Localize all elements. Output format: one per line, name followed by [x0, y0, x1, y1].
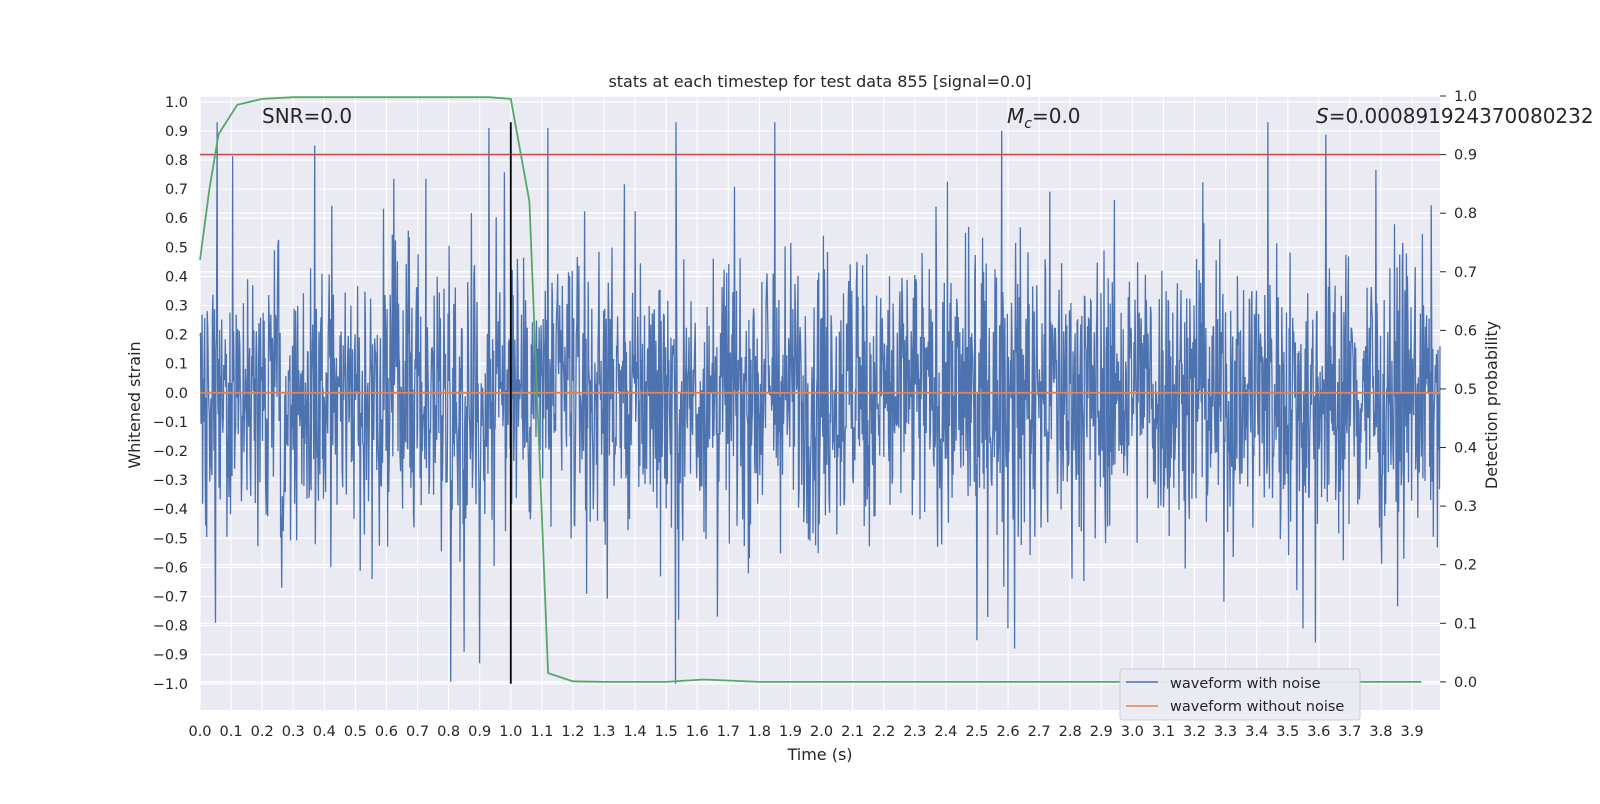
- legend: waveform with noise waveform without noi…: [1119, 668, 1361, 721]
- x-tick-label: 2.2: [872, 724, 895, 740]
- snr-annotation: SNR=0.0: [262, 104, 352, 128]
- mc-annotation: Mc=0.0: [1007, 104, 1081, 132]
- y2-tick-label: 0.5: [1454, 382, 1477, 398]
- y2-tick-label: 0.8: [1454, 206, 1477, 222]
- y2-tick-label: 0.3: [1454, 499, 1477, 515]
- x-tick-label: 1.3: [592, 724, 615, 740]
- y-axis-label: Whitened strain: [125, 341, 144, 468]
- y2-tick-label: 0.9: [1454, 148, 1477, 164]
- y-tick-label: −0.9: [153, 648, 188, 664]
- x-tick-label: 3.1: [1152, 724, 1175, 740]
- y2-axis-label: Detection probability: [1482, 321, 1501, 489]
- x-tick-label: 0.2: [251, 724, 274, 740]
- mc-value: =0.0: [1032, 104, 1081, 128]
- x-tick-label: 2.9: [1090, 724, 1113, 740]
- y-tick-label: −0.7: [153, 590, 188, 606]
- series-detection-probability: [199, 96, 1422, 683]
- y-tick-label: −0.6: [153, 560, 188, 576]
- y-tick-label: −0.2: [153, 444, 188, 460]
- y-tick-label: 0.3: [165, 299, 188, 315]
- x-tick-label: 0.5: [344, 724, 367, 740]
- legend-label-clean: waveform without noise: [1170, 699, 1344, 715]
- x-tick-label: 3.7: [1338, 724, 1361, 740]
- y2-tick-label: 0.1: [1454, 616, 1477, 632]
- legend-box: [1119, 668, 1361, 721]
- y2-tick-label: 0.7: [1454, 265, 1477, 281]
- x-tick-label: 1.0: [499, 724, 522, 740]
- s-symbol: S: [1316, 104, 1329, 128]
- x-tick-label: 0.3: [282, 724, 305, 740]
- overlay-lines: [199, 96, 1440, 684]
- chart-title: stats at each timestep for test data 855…: [608, 72, 1031, 91]
- x-tick-label: 2.1: [841, 724, 864, 740]
- y-tick-label: 0.8: [165, 153, 188, 169]
- x-tick-label: 3.6: [1307, 724, 1330, 740]
- x-tick-label: 1.8: [748, 724, 771, 740]
- x-tick-label: 2.7: [1028, 724, 1051, 740]
- y-tick-label: 0.4: [165, 269, 188, 285]
- x-tick-label: 0.4: [313, 724, 336, 740]
- y-tick-label: 0.5: [165, 240, 188, 256]
- y-tick-label: −1.0: [153, 677, 188, 693]
- x-tick-label: 0.7: [406, 724, 429, 740]
- x-tick-label: 2.8: [1059, 724, 1082, 740]
- x-tick-label: 0.0: [188, 724, 211, 740]
- x-tick-label: 1.9: [779, 724, 802, 740]
- x-tick-label: 1.5: [655, 724, 678, 740]
- y-tick-label: −0.8: [153, 619, 188, 635]
- y2-tick-label: 0.4: [1454, 441, 1477, 457]
- x-tick-label: 1.2: [561, 724, 584, 740]
- x-tick-label: 0.9: [468, 724, 491, 740]
- y-tick-label: −0.3: [153, 473, 188, 489]
- legend-label-noise: waveform with noise: [1170, 676, 1321, 692]
- x-tick-label: 1.7: [717, 724, 740, 740]
- y-tick-label: −0.1: [153, 415, 188, 431]
- x-tick-label: 2.0: [810, 724, 833, 740]
- y-tick-label: 1.0: [165, 95, 188, 111]
- y2-tick-label: 0.2: [1454, 558, 1477, 574]
- y2-tick-label: 0.0: [1454, 675, 1477, 691]
- y-tick-label: 0.1: [165, 357, 188, 373]
- x-tick-label: 1.1: [530, 724, 553, 740]
- x-tick-label: 3.8: [1369, 724, 1392, 740]
- x-tick-label: 3.9: [1400, 724, 1423, 740]
- x-tick-label: 2.4: [934, 724, 957, 740]
- mc-subscript: c: [1024, 116, 1032, 132]
- x-tick-label: 3.2: [1183, 724, 1206, 740]
- series-waveform-with-noise: [199, 122, 1441, 684]
- mc-symbol: M: [1007, 104, 1024, 128]
- y-tick-label: −0.5: [153, 531, 188, 547]
- x-tick-label: 1.4: [624, 724, 647, 740]
- y-tick-label: −0.4: [153, 502, 188, 518]
- y2-tick-label: 1.0: [1454, 89, 1477, 105]
- y2-tick-label: 0.6: [1454, 323, 1477, 339]
- x-tick-label: 0.6: [375, 724, 398, 740]
- s-value: =0.000891924370080232: [1329, 104, 1594, 128]
- x-tick-label: 0.8: [437, 724, 460, 740]
- noise-waveform-layer: [199, 122, 1441, 684]
- x-tick-label: 0.1: [220, 724, 243, 740]
- y-tick-label: 0.9: [165, 124, 188, 140]
- left-axis-ticks: 1.0 0.9 0.8 0.7 0.6 0.5 0.4 0.3 0.2 0.1 0.0 −0.1 −0.…: [153, 95, 188, 693]
- s-annotation: S=0.000891924370080232: [1316, 104, 1594, 128]
- x-tick-label: 3.5: [1276, 724, 1299, 740]
- x-tick-label: 2.5: [965, 724, 988, 740]
- x-tick-label: 2.3: [903, 724, 926, 740]
- right-axis-ticks: 0.0 0.1 0.2 0.3 0.4 0.5 0.6 0.7 0.8 0.9 1.0: [1440, 89, 1477, 691]
- x-tick-label: 3.3: [1214, 724, 1237, 740]
- x-tick-label: 3.0: [1121, 724, 1144, 740]
- x-tick-label: 1.6: [686, 724, 709, 740]
- x-axis-ticks: 0.0 0.1 0.2 0.3 0.4 0.5 0.6 0.7 0.8 0.9 1.0 1.1 1.2 1…: [188, 724, 1423, 740]
- y-tick-label: 0.2: [165, 328, 188, 344]
- y-tick-label: 0.6: [165, 211, 188, 227]
- x-tick-label: 3.4: [1245, 724, 1268, 740]
- x-tick-label: 2.6: [996, 724, 1019, 740]
- y-tick-label: 0.0: [165, 386, 188, 402]
- x-axis-label: Time (s): [786, 745, 852, 764]
- y-tick-label: 0.7: [165, 182, 188, 198]
